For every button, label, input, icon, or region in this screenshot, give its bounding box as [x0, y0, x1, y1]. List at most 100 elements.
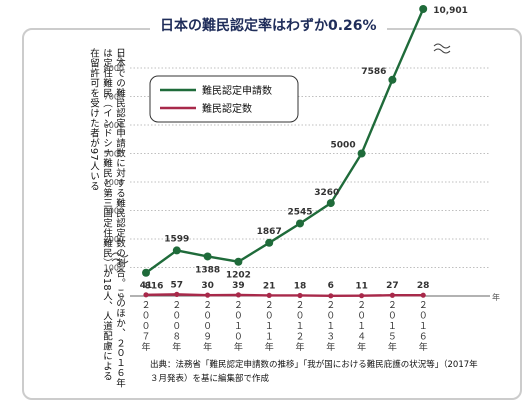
- data-label-1-0: 41: [140, 281, 153, 291]
- x-tick-char: ２: [295, 301, 304, 311]
- x-tick-char: ２: [203, 301, 212, 311]
- y-tick-label-0: 0: [119, 292, 124, 301]
- side-note: 日本での難民認定申請数に対する難民認定数の割合。このほか、２０１６年は定住難民（…: [88, 48, 125, 388]
- data-point-1-3: [235, 292, 241, 298]
- legend-box: [149, 75, 299, 123]
- data-label-1-4: 21: [263, 281, 276, 291]
- x-tick-char: １: [357, 322, 366, 332]
- x-tick-char: ０: [419, 312, 428, 322]
- x-tick-char: ０: [203, 322, 212, 332]
- x-tick-label-2016年: ２０１６年: [419, 301, 428, 353]
- x-tick-char: ５: [388, 333, 397, 343]
- x-axis: 年２００７年２００８年２００９年２０１０年２０１１年２０１２年２０１３年２０１４…: [141, 292, 500, 353]
- data-point-0-9: [419, 5, 428, 13]
- data-label-0-5: 2545: [287, 207, 312, 217]
- x-tick-char: ２: [419, 301, 428, 311]
- x-tick-char: ２: [265, 301, 274, 311]
- x-tick-char: １: [388, 322, 397, 332]
- data-label-0-1: 1599: [164, 234, 189, 244]
- data-point-1-5: [297, 292, 303, 299]
- data-label-1-2: 30: [201, 281, 214, 291]
- x-tick-char: ０: [234, 333, 243, 343]
- x-tick-char: ２: [326, 301, 335, 311]
- data-label-1-8: 27: [386, 281, 399, 291]
- x-tick-char: ９: [203, 333, 212, 343]
- x-tick-char: １: [419, 322, 428, 332]
- x-tick-char: ０: [265, 312, 274, 322]
- data-label-0-6: 3260: [314, 188, 339, 198]
- data-point-0-8: [388, 75, 397, 84]
- x-tick-char: 年: [265, 341, 274, 353]
- data-label-1-1: 57: [171, 280, 184, 290]
- data-point-0-5: [296, 219, 304, 228]
- x-tick-char: ０: [141, 322, 150, 332]
- x-tick-char: ０: [326, 312, 335, 322]
- x-tick-char: ７: [141, 333, 150, 343]
- data-label-1-5: 18: [294, 281, 307, 291]
- y-tick-label-1000: 1000: [104, 264, 124, 273]
- x-tick-char: 年: [141, 341, 150, 353]
- x-tick-char: 年: [203, 341, 212, 353]
- x-tick-char: 年: [419, 341, 428, 353]
- x-tick-char: ２: [172, 301, 181, 311]
- series-line-0: [145, 8, 425, 274]
- data-point-1-8: [389, 292, 395, 298]
- x-tick-char: １: [234, 322, 243, 332]
- data-point-0-6: [326, 199, 335, 208]
- data-point-0-4: [265, 238, 274, 247]
- data-label-0-2: 1388: [195, 265, 220, 275]
- y-axis: 0 1000 2000 3000 4000 5000 6000 7000 8000 人: [104, 53, 129, 301]
- x-tick-char: 年: [295, 341, 304, 353]
- x-tick-char: ２: [357, 301, 366, 311]
- x-tick-char: ８: [172, 333, 181, 343]
- series-line-1: [145, 293, 424, 298]
- x-unit-label: 年: [492, 292, 500, 302]
- x-tick-char: 年: [388, 341, 397, 353]
- x-tick-char: ０: [388, 312, 397, 322]
- x-tick-char: １: [265, 322, 274, 332]
- data-point-1-6: [328, 293, 334, 299]
- data-label-1-7: 11: [355, 282, 368, 292]
- y-tick-label-3000: 3000: [104, 207, 124, 216]
- x-tick-char: 年: [234, 341, 243, 353]
- data-point-1-4: [266, 292, 272, 299]
- y-tick-label-2000: 2000: [104, 235, 124, 244]
- data-label-0-8: 7586: [361, 67, 386, 77]
- y-tick-label-7000: 7000: [104, 93, 124, 102]
- x-tick-char: １: [295, 322, 304, 332]
- x-tick-char: ２: [388, 301, 397, 311]
- data-point-0-1: [172, 246, 181, 255]
- x-tick-char: ０: [295, 312, 304, 322]
- data-point-1-0: [143, 292, 149, 298]
- x-tick-char: ２: [234, 301, 243, 311]
- data-label-1-6: 6: [328, 281, 334, 291]
- data-point-1-2: [205, 292, 211, 298]
- data-label-0-7: 5000: [331, 141, 356, 151]
- data-point-0-2: [203, 252, 212, 261]
- data-label-1-3: 39: [232, 281, 245, 291]
- data-label-0-4: 1867: [257, 227, 282, 237]
- data-point-1-9: [420, 292, 426, 298]
- data-label-0-9: 10,901: [433, 6, 468, 16]
- x-tick-char: ０: [357, 312, 366, 322]
- data-point-0-3: [234, 257, 243, 266]
- x-tick-char: ０: [234, 312, 243, 322]
- x-tick-char: ０: [172, 322, 181, 332]
- data-point-0-7: [357, 149, 366, 158]
- series-break-mark: [433, 43, 451, 54]
- data-point-1-1: [174, 291, 180, 297]
- x-tick-char: 年: [357, 341, 366, 353]
- data-label-0-0: 816: [145, 282, 164, 292]
- data-label-0-3: 1202: [226, 271, 251, 281]
- x-tick-char: ０: [203, 312, 212, 322]
- y-tick-label-5000: 5000: [104, 150, 124, 159]
- data-label-1-9: 28: [417, 281, 430, 291]
